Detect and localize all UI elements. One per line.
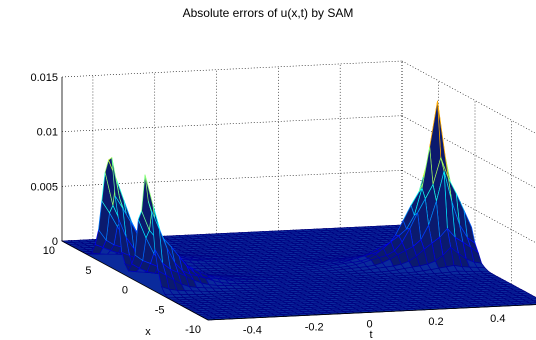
y-tick-label: 0 — [367, 319, 373, 331]
z-tick-label: 0.005 — [30, 181, 58, 193]
grid-line — [61, 115, 403, 132]
x-axis-label: x — [145, 326, 151, 338]
axes — [61, 77, 536, 321]
y-tick-label: -0.2 — [305, 322, 324, 334]
y-tick-label: 0.4 — [490, 313, 505, 325]
x-tick-label: -10 — [185, 324, 201, 336]
x-tick-label: 5 — [85, 265, 91, 277]
y-axis-label: t — [369, 329, 372, 340]
grid-line — [61, 60, 403, 78]
x-tick-label: 10 — [43, 245, 55, 257]
z-tick-label: 0.015 — [30, 72, 58, 84]
z-tick-label: 0 — [52, 236, 58, 248]
tick-labels: 00.0050.010.015-10-50510-0.4-0.200.20.40… — [30, 72, 505, 337]
z-tick-label: 0.01 — [37, 127, 58, 139]
x-axis-line — [61, 240, 209, 321]
y-tick-label: 0.2 — [428, 316, 443, 328]
grid-line — [401, 115, 536, 189]
grid-line — [401, 60, 536, 134]
x-tick-label: -5 — [155, 304, 165, 316]
x-tick-label: 0 — [122, 285, 128, 297]
chart-title: Absolute errors of u(x,t) by SAM — [183, 6, 354, 20]
y-tick-label: -0.4 — [243, 325, 262, 337]
y-axis-line — [207, 304, 536, 321]
surface-mesh — [60, 100, 536, 321]
